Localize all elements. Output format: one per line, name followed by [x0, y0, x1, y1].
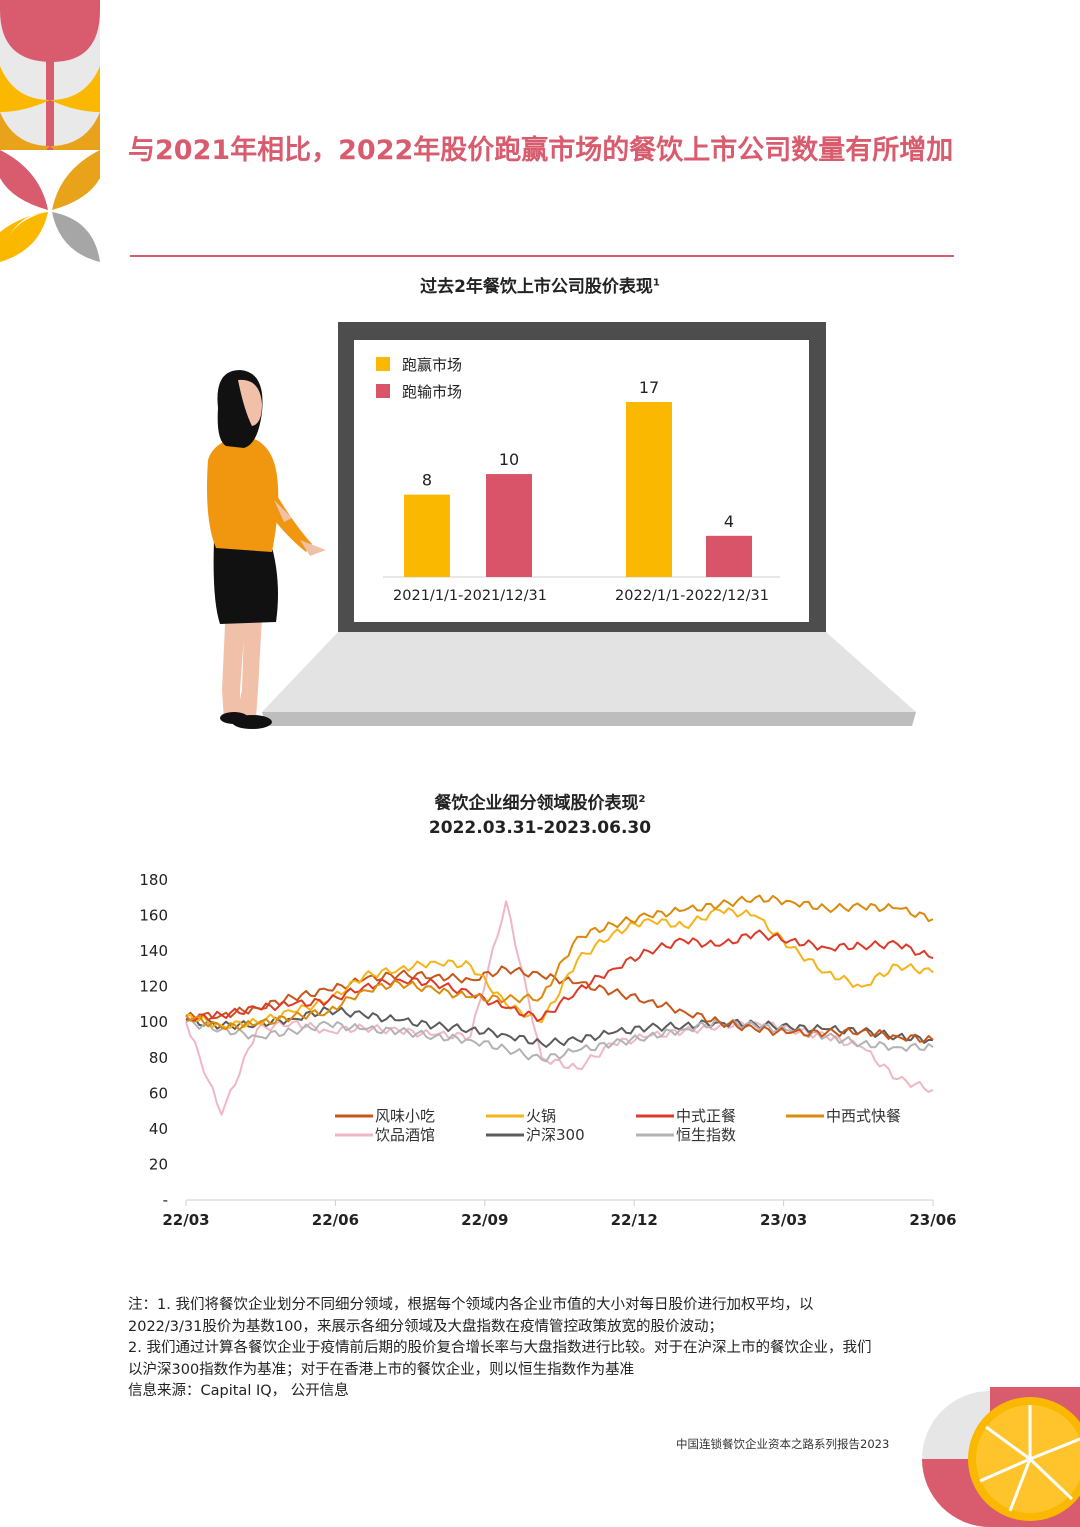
bar-value-label: 10 — [499, 450, 519, 469]
bar-1-0 — [626, 402, 672, 577]
note-line: 以沪深300指数作为基准；对于在香港上市的餐饮企业，则以恒生指数作为基准 — [128, 1361, 635, 1378]
bar-0-0 — [404, 494, 450, 577]
legend-label: 沪深300 — [526, 1126, 585, 1144]
legend-label: 火锅 — [526, 1107, 556, 1125]
legend-label: 中西式快餐 — [826, 1107, 901, 1125]
y-tick-label: 140 — [139, 942, 168, 960]
bar-chart-title: 过去2年餐饮上市公司股价表现1 — [420, 277, 660, 297]
legend-label: 恒生指数 — [676, 1126, 736, 1144]
y-tick-label: 120 — [139, 978, 168, 996]
footnotes: 注：1. 我们将餐饮企业划分不同细分领域，根据每个领域内各企业市值的大小对每日股… — [128, 1295, 988, 1403]
legend-label: 饮品酒馆 — [375, 1126, 435, 1144]
legend-swatch-outperform — [376, 357, 390, 371]
line-series-4 — [185, 900, 934, 1116]
x-tick-label: 22/09 — [461, 1211, 508, 1229]
legend-label-underperform: 跑输市场 — [402, 383, 462, 401]
decorative-citrus-bottom — [922, 1387, 1080, 1527]
y-tick-label: 40 — [149, 1120, 168, 1138]
x-tick-label: 22/03 — [162, 1211, 209, 1229]
legend-label: 风味小吃 — [375, 1107, 435, 1125]
y-tick-label: 100 — [139, 1013, 168, 1031]
bar-1-1 — [706, 535, 752, 577]
title-divider — [130, 255, 954, 257]
bar-category-label: 2021/1/1-2021/12/31 — [393, 588, 547, 604]
line-series-3 — [185, 894, 934, 1031]
x-tick-label: 22/12 — [611, 1211, 658, 1229]
source-line: 信息来源：Capital IQ， 公开信息 — [128, 1383, 349, 1399]
y-tick-label: 20 — [149, 1155, 168, 1173]
legend-label-outperform: 跑赢市场 — [402, 356, 462, 374]
footer-report-name: 中国连锁餐饮企业资本之路系列报告2023 — [676, 1437, 890, 1451]
line-series-2 — [185, 929, 934, 1022]
bar-0-1 — [486, 474, 532, 577]
y-tick-label: - — [163, 1191, 168, 1209]
bar-value-label: 4 — [724, 512, 734, 531]
bar-value-label: 17 — [639, 378, 659, 397]
line-series-6 — [185, 1018, 934, 1063]
page-title: 与2021年相比，2022年股价跑赢市场的餐饮上市公司数量有所增加 — [128, 135, 954, 166]
y-tick-label: 60 — [149, 1084, 168, 1102]
x-tick-label: 22/06 — [312, 1211, 359, 1229]
y-tick-label: 180 — [139, 871, 168, 889]
woman-figure — [207, 370, 326, 729]
legend-label: 中式正餐 — [676, 1107, 736, 1125]
note-line: 注：1. 我们将餐饮企业划分不同细分领域，根据每个领域内各企业市值的大小对每日股… — [128, 1297, 814, 1313]
x-tick-label: 23/03 — [760, 1211, 807, 1229]
x-tick-label: 23/06 — [909, 1211, 956, 1229]
line-chart: 180 160 140 120 100 80 60 40 20 - 22/03 22/06 22/09 2… — [139, 871, 956, 1229]
y-tick-label: 160 — [139, 907, 168, 925]
line-chart-subtitle: 2022.03.31-2023.06.30 — [428, 817, 652, 838]
line-series-5 — [185, 1006, 933, 1048]
note-line: 2022/3/31股价为基数100，来展示各细分领域及大盘指数在疫情管控政策放宽… — [128, 1318, 724, 1335]
line-series-1 — [185, 907, 934, 1029]
line-chart-title: 餐饮企业细分领域股价表现2 2022.03.31-2023.06.30 — [0, 788, 1080, 840]
note-line: 2. 我们通过计算各餐饮企业于疫情前后期的股价复合增长率与大盘指数进行比较。对于… — [128, 1340, 872, 1356]
bar-value-label: 8 — [422, 471, 432, 490]
decorative-flower-top — [0, 0, 100, 262]
bar-category-label: 2022/1/1-2022/12/31 — [615, 588, 769, 604]
y-tick-label: 80 — [149, 1049, 168, 1067]
legend-swatch-underperform — [376, 384, 390, 398]
bar-chart-illustration: 8 17 10 4 跑赢市场 跑输市场 2021/1/1-2021/12/31 202… — [207, 322, 916, 729]
line-series-0 — [185, 965, 934, 1043]
